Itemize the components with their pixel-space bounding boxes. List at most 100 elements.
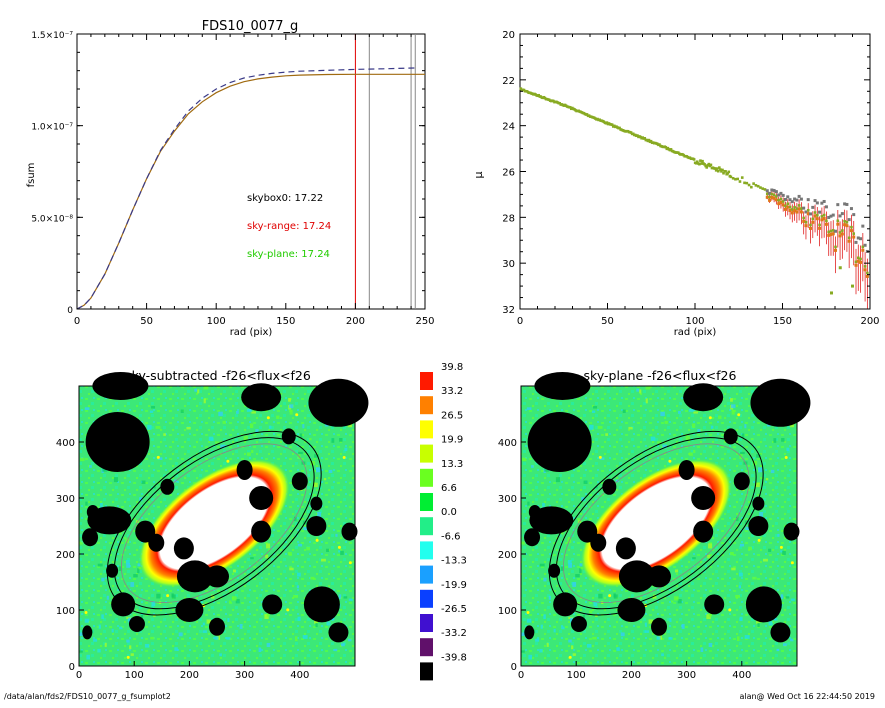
alt-point: [768, 198, 772, 202]
upper-point: [793, 197, 797, 201]
noise-speck: [250, 557, 254, 560]
noise-speck: [572, 653, 576, 656]
noise-speck: [324, 424, 329, 427]
star-mask: [175, 598, 204, 622]
noise-speck: [548, 595, 551, 600]
star-mask: [85, 412, 150, 472]
star-mask: [528, 505, 541, 519]
colorbar-label: -19.9: [441, 580, 467, 591]
noise-speck: [293, 516, 297, 522]
image-frame: [520, 385, 798, 667]
profile-point: [715, 167, 719, 170]
profile-point: [806, 209, 810, 212]
noise-speck: [731, 409, 735, 415]
star-mask: [310, 496, 323, 511]
profile-point: [829, 229, 833, 233]
noise-speck: [688, 408, 694, 412]
upper-point: [834, 229, 838, 233]
upper-point: [783, 197, 787, 201]
hot-pixel: [728, 608, 732, 612]
y-tick-label: 24: [502, 122, 515, 133]
noise-speck: [731, 567, 736, 571]
noise-speck: [691, 423, 696, 429]
noise-speck: [266, 612, 270, 617]
noise-speck: [622, 409, 626, 413]
noise-speck: [750, 437, 754, 441]
x-tick-label: 100: [125, 670, 144, 681]
hot-pixel: [526, 611, 530, 615]
noise-speck: [669, 618, 672, 623]
noise-speck: [214, 441, 220, 444]
noise-speck: [331, 617, 335, 621]
x-tick-label: 100: [207, 316, 226, 327]
profile-point: [866, 271, 869, 275]
hot-pixel: [608, 594, 612, 598]
profile-point: [731, 177, 735, 180]
x-tick-label: 0: [76, 670, 82, 681]
noise-speck: [544, 468, 549, 472]
profile-point: [754, 184, 758, 187]
noise-speck: [206, 619, 212, 624]
x-tick-label: 150: [276, 316, 295, 327]
alt-point: [815, 217, 819, 221]
star-mask: [704, 594, 725, 615]
noise-speck: [303, 526, 309, 531]
hot-pixel: [784, 455, 788, 459]
noise-speck: [662, 444, 667, 449]
sky-plane-title: sky-plane -f26<flux<f26: [584, 368, 737, 383]
noise-speck: [348, 598, 353, 601]
noise-speck: [294, 636, 298, 642]
upper-point: [849, 207, 853, 211]
y-tick-label: 5.0×10⁻⁸: [31, 214, 73, 224]
star-mask: [750, 378, 811, 427]
noise-speck: [700, 647, 704, 653]
alt-point: [765, 195, 769, 199]
noise-speck: [100, 502, 103, 507]
alt-point: [818, 226, 822, 230]
y-tick-label: 1.5×10⁻⁷: [31, 31, 73, 41]
star-mask: [306, 516, 327, 536]
star-mask: [262, 594, 283, 615]
noise-speck: [768, 621, 773, 626]
profile-point: [745, 181, 749, 185]
noise-speck: [93, 638, 98, 642]
noise-speck: [735, 516, 739, 522]
y-tick-label: 400: [56, 438, 75, 449]
noise-speck: [555, 477, 560, 483]
noise-speck: [766, 424, 771, 427]
noise-speck: [785, 596, 790, 599]
upper-point: [847, 218, 851, 222]
profile-point: [768, 195, 771, 199]
sky-plane-annotation: sky-plane: 17.24: [247, 249, 330, 260]
noise-speck: [586, 643, 592, 648]
hot-pixel: [337, 545, 341, 549]
noise-speck: [738, 585, 741, 589]
noise-speck: [155, 426, 161, 429]
x-tick-label: 150: [773, 316, 792, 327]
y-tick-label: 0: [511, 662, 517, 673]
noise-speck: [297, 543, 303, 547]
profile-point: [838, 231, 842, 234]
colorbar-swatch: [420, 614, 433, 632]
alt-point: [827, 233, 831, 237]
x-tick-label: 200: [622, 670, 641, 681]
colorbar-swatch: [420, 372, 433, 390]
colorbar-label: 39.8: [441, 362, 463, 373]
noise-speck: [706, 614, 711, 620]
y-tick-label: 28: [502, 213, 515, 224]
noise-speck: [246, 408, 252, 412]
noise-speck: [748, 546, 752, 551]
noise-speck: [744, 635, 750, 639]
profile-point: [788, 205, 792, 209]
colorbar-swatch: [420, 638, 433, 657]
noise-speck: [310, 576, 315, 580]
noise-speck: [650, 436, 656, 441]
noise-speck: [258, 647, 262, 653]
profile-point: [850, 225, 853, 229]
curve-of-growth-solid: [76, 73, 425, 310]
y-tick-label: 22: [502, 76, 515, 87]
noise-speck: [335, 533, 338, 537]
hot-pixel: [84, 611, 88, 615]
noise-speck: [133, 574, 138, 578]
colorbar-label: 13.3: [441, 459, 463, 470]
